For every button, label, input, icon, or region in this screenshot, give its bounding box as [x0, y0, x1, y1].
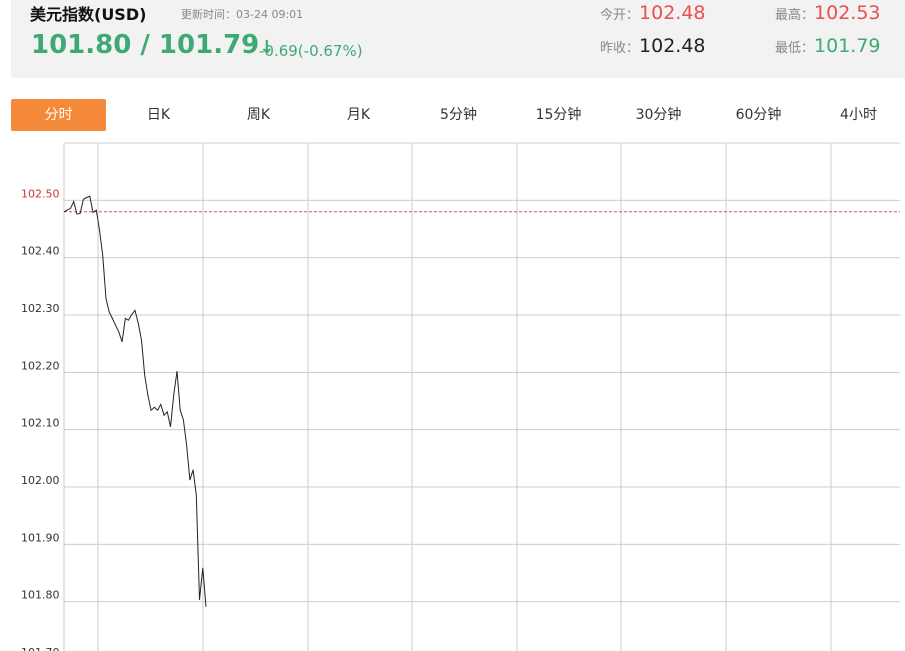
tab[interactable]: 月K [346, 107, 371, 123]
tab[interactable]: 分时 [11, 99, 106, 131]
tab[interactable]: 4小时 [840, 107, 877, 123]
tab[interactable]: 15分钟 [535, 107, 582, 123]
update-time: 03-24 09:01 [236, 8, 304, 21]
quote-value: 101.79 [814, 35, 881, 57]
quote-label: 最高： [775, 8, 815, 23]
y-tick-label: 102.00 [21, 474, 60, 487]
y-tick-label: 102.50 [21, 187, 60, 200]
y-tick-label: 102.40 [21, 245, 60, 258]
tab[interactable]: 日K [146, 107, 171, 123]
price: 101.80 / 101.79↓ [31, 30, 274, 60]
y-tick-label: 101.80 [21, 589, 60, 602]
quote: 今开：102.48 [600, 2, 706, 24]
y-tick-label: 102.30 [21, 302, 60, 315]
quote: 最高：102.53 [775, 2, 881, 24]
quote-label: 最低： [775, 41, 815, 56]
y-tick-label: 102.10 [21, 417, 60, 430]
price-value: 101.80 / 101.79 [31, 30, 260, 60]
y-tick-label: 101.70 [21, 646, 60, 651]
tab[interactable]: 周K [246, 107, 271, 123]
quote-value: 102.48 [639, 35, 706, 57]
y-tick-label: 102.20 [21, 359, 60, 372]
change: -0.69(-0.67%) [259, 42, 363, 60]
tab[interactable]: 5分钟 [440, 107, 477, 123]
y-tick-label: 101.90 [21, 531, 60, 544]
quote: 最低：101.79 [775, 35, 881, 57]
price-line [63, 195, 207, 607]
quote-header [11, 0, 905, 78]
arrow: ↓ [259, 37, 275, 58]
tab-bar: 分时 日K 周K 月K 5分钟 15分钟 30分钟 60分钟 4小时 [11, 99, 905, 132]
title: 美元指数(USD) [30, 5, 147, 24]
quote-value: 102.48 [639, 2, 706, 24]
update-info: 更新时间：03-24 09:01 [181, 6, 303, 22]
quote-label: 今开： [600, 8, 640, 23]
tab[interactable]: 60分钟 [735, 107, 782, 123]
quote-value: 102.53 [814, 2, 881, 24]
quote-label: 昨收： [600, 41, 640, 56]
tab[interactable]: 30分钟 [635, 107, 682, 123]
update-label: 更新时间： [181, 8, 236, 21]
quote: 昨收：102.48 [600, 35, 706, 57]
